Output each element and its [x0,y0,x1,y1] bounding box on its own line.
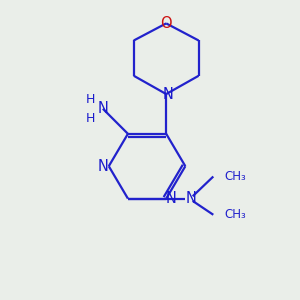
Text: N: N [185,191,196,206]
Text: N: N [98,159,109,174]
Text: N: N [98,101,108,116]
Text: CH₃: CH₃ [224,208,246,221]
Text: O: O [160,16,172,31]
Text: CH₃: CH₃ [224,170,246,183]
Text: H: H [86,112,95,125]
Text: N: N [162,87,173,102]
Text: N: N [166,191,177,206]
Text: H: H [86,93,95,106]
